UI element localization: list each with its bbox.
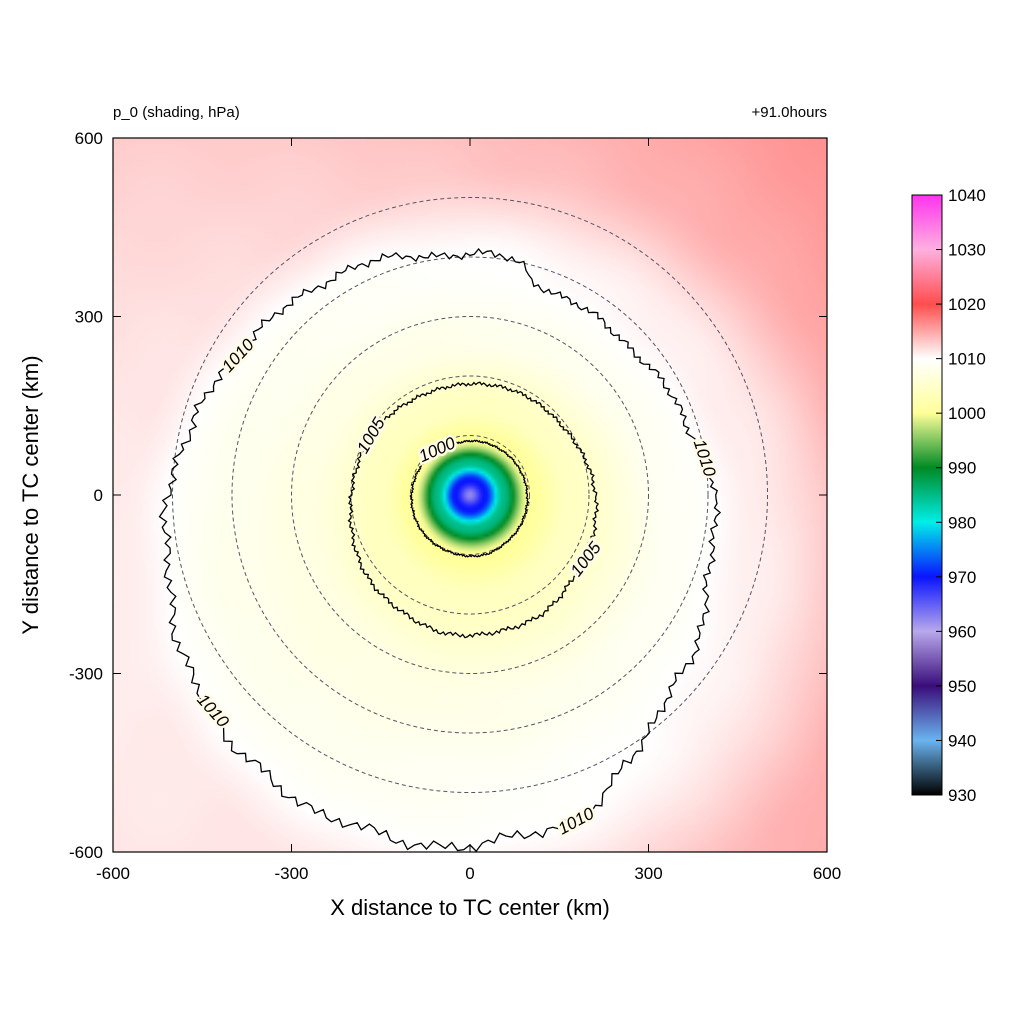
y-tick-label: -600 [69,843,103,862]
contour-line-1010 [158,247,722,852]
range-ring-300km [291,316,649,674]
colorbar-tick-label: 1030 [948,241,986,260]
contour-line-1005 [347,381,600,639]
colorbar-tick-label: 960 [948,622,976,641]
colorbar [911,194,943,796]
range-ring-400km [231,256,709,734]
colorbar-tick-label: 1040 [948,186,986,205]
colorbar-tick-label: 930 [948,786,976,805]
y-tick-label: 300 [75,308,103,327]
colorbar-tick-label: 980 [948,513,976,532]
x-tick-label: 300 [634,864,662,883]
y-tick-label: 600 [75,129,103,148]
x-axis-ticks: -600 -300 0 300 600 [96,138,841,883]
colorbar-tick-label: 950 [948,677,976,696]
colorbar-tick-label: 990 [948,459,976,478]
header-right-label: +91.0hours [752,104,827,121]
x-tick-label: -300 [274,864,308,883]
y-axis-title: Y distance to TC center (km) [18,355,43,634]
y-tick-label: -300 [69,665,103,684]
x-tick-label: 0 [465,864,474,883]
y-tick-label: 0 [94,486,103,505]
colorbar-tick-label: 1010 [948,350,986,369]
y-axis-ticks: -600 -300 0 300 600 [69,129,827,862]
range-ring-500km [172,197,768,793]
header-left-label: p_0 (shading, hPa) [113,104,240,121]
pressure-heatmap [113,138,827,852]
colorbar-ticks: 930 940 950 960 970 980 990 1000 1010 1020 1030 104… [936,186,986,805]
pressure-contours [158,247,722,852]
contour-line-1000 [409,439,530,558]
colorbar-tick-label: 1020 [948,295,986,314]
x-tick-label: 600 [813,864,841,883]
colorbar-tick-label: 940 [948,731,976,750]
colorbar-tick-label: 970 [948,568,976,587]
x-axis-title: X distance to TC center (km) [330,895,610,920]
colorbar-tick-label: 1000 [948,404,986,423]
x-tick-label: -600 [96,864,130,883]
